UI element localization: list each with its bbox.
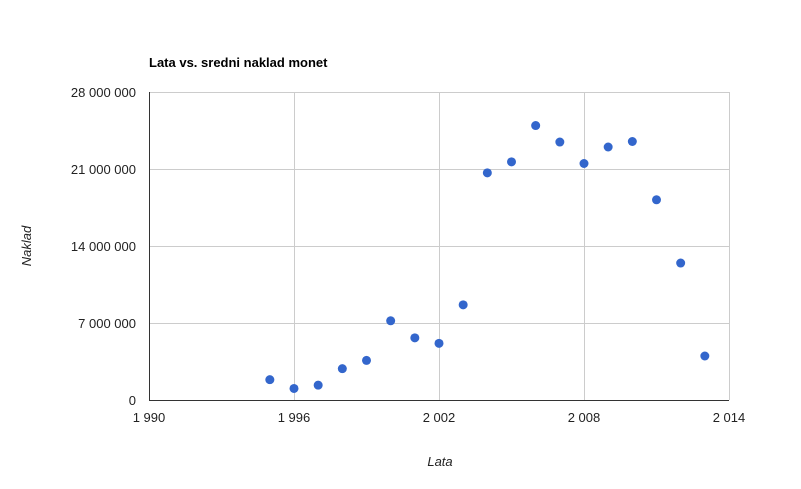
data-point xyxy=(289,383,299,393)
x-tick-label: 1 996 xyxy=(278,410,311,425)
data-point xyxy=(337,364,347,374)
gridlines xyxy=(149,92,730,400)
data-point xyxy=(386,316,396,326)
x-tick-label: 1 990 xyxy=(133,410,166,425)
data-point xyxy=(627,137,637,146)
x-axis-title: Lata xyxy=(427,454,452,469)
data-points xyxy=(265,121,710,393)
y-tick-label: 28 000 000 xyxy=(71,85,136,100)
axes xyxy=(149,92,729,401)
data-point xyxy=(652,195,661,205)
data-point xyxy=(555,137,565,147)
data-point xyxy=(603,142,613,152)
data-point xyxy=(507,157,516,167)
x-tick-label: 2 014 xyxy=(713,410,746,425)
data-point xyxy=(265,375,275,385)
data-point xyxy=(482,168,492,178)
data-point xyxy=(531,121,541,131)
y-tick-label: 7 000 000 xyxy=(78,316,136,331)
data-point xyxy=(579,159,589,168)
data-point xyxy=(313,380,323,390)
chart-title: Lata vs. sredni naklad monet xyxy=(149,55,328,70)
y-axis-title: Naklad xyxy=(19,225,34,266)
y-tick-label: 0 xyxy=(129,393,136,408)
x-tick-label: 2 002 xyxy=(423,410,456,425)
data-point xyxy=(434,338,444,348)
y-tick-label: 21 000 000 xyxy=(71,162,136,177)
y-tick-label: 14 000 000 xyxy=(71,239,136,254)
data-point xyxy=(458,300,468,310)
y-axis-ticks: 0 7 000 000 14 000 000 21 000 000 28 000 000 xyxy=(71,85,136,408)
data-point xyxy=(676,258,686,268)
x-axis-ticks: 1 990 1 996 2 002 2 008 2 014 xyxy=(133,410,746,425)
data-point xyxy=(410,333,420,343)
data-point xyxy=(362,355,371,365)
x-tick-label: 2 008 xyxy=(568,410,601,425)
data-point xyxy=(700,351,710,361)
